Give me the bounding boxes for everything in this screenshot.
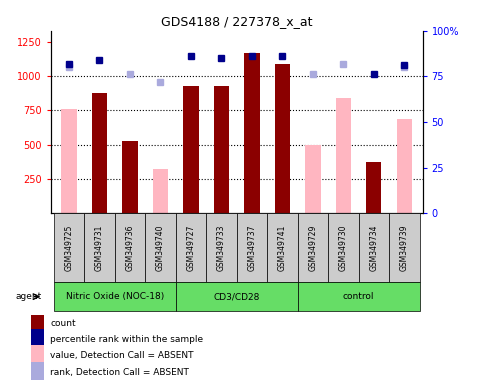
Bar (176, 282, 298, 311)
Bar (275, 64, 290, 213)
Bar (54, 213, 84, 282)
Bar (30, 362, 44, 380)
Text: GSM349730: GSM349730 (339, 224, 348, 271)
Bar (366, 162, 382, 213)
Text: GSM349729: GSM349729 (308, 225, 317, 271)
Text: GSM349741: GSM349741 (278, 225, 287, 271)
Text: GSM349739: GSM349739 (400, 224, 409, 271)
Bar (115, 213, 145, 282)
Bar (389, 213, 420, 282)
Bar (298, 213, 328, 282)
Bar (122, 141, 138, 213)
Bar (84, 213, 115, 282)
Bar (206, 213, 237, 282)
Bar (336, 98, 351, 213)
Bar (244, 53, 259, 213)
Text: count: count (50, 319, 76, 328)
Bar (153, 169, 168, 213)
Text: GSM349731: GSM349731 (95, 225, 104, 271)
Bar (184, 86, 199, 213)
Text: GSM349725: GSM349725 (65, 225, 73, 271)
Text: agent: agent (15, 292, 42, 301)
Text: value, Detection Call = ABSENT: value, Detection Call = ABSENT (50, 351, 194, 360)
Bar (328, 213, 358, 282)
Bar (397, 119, 412, 213)
Bar (92, 93, 107, 213)
Bar (305, 145, 321, 213)
Bar (30, 329, 44, 347)
Text: rank, Detection Call = ABSENT: rank, Detection Call = ABSENT (50, 367, 189, 376)
Bar (61, 109, 77, 213)
Text: GSM349737: GSM349737 (247, 224, 256, 271)
Bar (54, 282, 176, 311)
Bar (358, 213, 389, 282)
Bar (214, 86, 229, 213)
Bar (267, 213, 298, 282)
Text: CD3/CD28: CD3/CD28 (213, 292, 260, 301)
Text: GSM349727: GSM349727 (186, 225, 196, 271)
Text: Nitric Oxide (NOC-18): Nitric Oxide (NOC-18) (66, 292, 164, 301)
Text: GSM349736: GSM349736 (126, 224, 134, 271)
Bar (176, 213, 206, 282)
Text: control: control (343, 292, 374, 301)
Bar (298, 282, 420, 311)
Bar (145, 213, 176, 282)
Bar (30, 345, 44, 364)
Title: GDS4188 / 227378_x_at: GDS4188 / 227378_x_at (161, 15, 313, 28)
Bar (237, 213, 267, 282)
Text: GSM349733: GSM349733 (217, 224, 226, 271)
Text: GSM349734: GSM349734 (369, 224, 378, 271)
Bar (30, 313, 44, 331)
Text: GSM349740: GSM349740 (156, 224, 165, 271)
Text: percentile rank within the sample: percentile rank within the sample (50, 335, 203, 344)
